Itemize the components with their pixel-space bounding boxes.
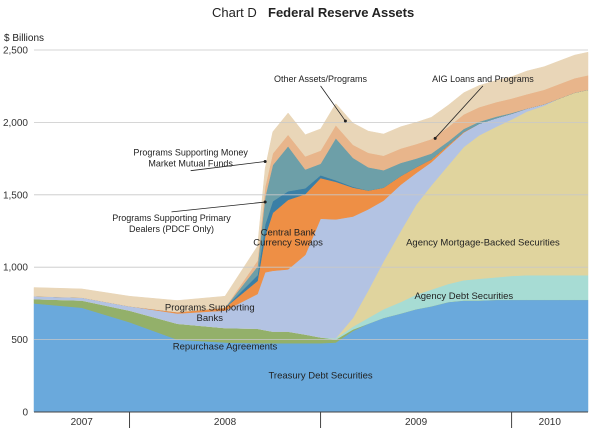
area-label: Banks (197, 313, 224, 324)
annotation-text: Market Mutual Funds (148, 159, 233, 169)
annotation-leader (190, 161, 266, 172)
y-tick-label: 500 (11, 335, 28, 346)
y-tick-labels: 0 500 1,000 1,500 2,000 2,500 (3, 46, 28, 419)
annotation-point (343, 119, 347, 123)
y-tick-label: 2,000 (3, 118, 28, 129)
x-period-label: 2010 (539, 417, 562, 428)
area-label: Agency Debt Securities (414, 291, 513, 302)
area-label: Repurchase Agreements (173, 342, 278, 353)
area-other-assets-programs (33, 51, 589, 313)
annotation-text: AIG Loans and Programs (432, 74, 534, 84)
y-axis-label: $ Billions (4, 33, 44, 44)
annotations: Other Assets/Programs AIG Loans and Progr… (112, 74, 534, 234)
annotation-text: Programs Supporting Money (133, 148, 248, 158)
x-period-label: 2007 (71, 417, 94, 428)
x-period-label: 2008 (214, 417, 237, 428)
annotation-text: Dealers (PDCF Only) (129, 224, 214, 234)
x-axis: 2007 2008 2009 2010 (34, 411, 588, 428)
area-label: Treasury Debt Securities (268, 371, 372, 382)
area-labels: Treasury Debt Securities Repurchase Agree… (165, 227, 560, 381)
y-tick-label: 1,000 (3, 263, 28, 274)
y-tick-label: 0 (22, 408, 28, 419)
annotation-point (263, 159, 267, 163)
chart-title: Federal Reserve Assets (268, 5, 414, 20)
chart-title-prefix: Chart D (212, 5, 257, 20)
area-label: Programs Supporting (165, 303, 255, 314)
annotation-leader (320, 85, 346, 122)
area-layers (33, 51, 589, 413)
y-tick-label: 1,500 (3, 190, 28, 201)
area-label: Central Bank (261, 227, 316, 238)
x-period-label: 2009 (405, 417, 428, 428)
annotation-point (263, 200, 267, 204)
annotation-text: Other Assets/Programs (274, 74, 368, 84)
area-label: Agency Mortgage-Backed Securities (406, 237, 560, 248)
annotation-text: Programs Supporting Primary (112, 213, 231, 223)
annotation-point (433, 136, 437, 140)
annotation-leader (434, 85, 484, 139)
y-tick-label: 2,500 (3, 46, 28, 57)
area-label: Currency Swaps (253, 237, 323, 248)
annotation-leader (171, 201, 266, 213)
